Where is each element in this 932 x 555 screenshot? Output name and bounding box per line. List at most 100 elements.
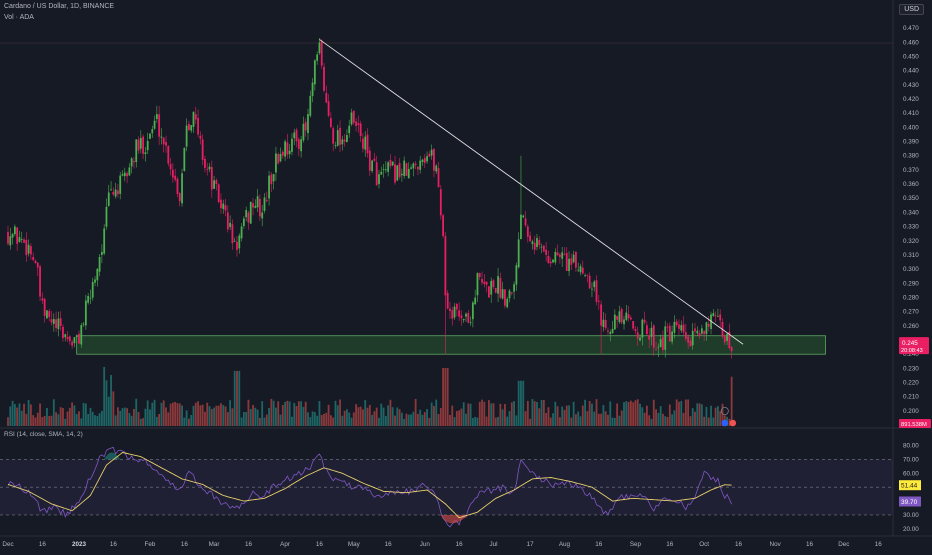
candle-body-45 <box>110 189 112 191</box>
volume-bar-279 <box>646 405 648 426</box>
time-axis-tick-5: 16 <box>181 541 189 548</box>
candle-body-30 <box>75 335 78 337</box>
trendline <box>319 39 744 345</box>
candle-body-41 <box>100 252 103 255</box>
candle-body-306 <box>707 324 710 327</box>
volume-bar-3 <box>13 404 16 426</box>
candle-body-117 <box>275 153 277 173</box>
volume-bar-12 <box>34 417 37 426</box>
candle-body-193 <box>449 308 451 312</box>
candle-body-309 <box>714 315 717 317</box>
volume-bar-292 <box>675 399 678 426</box>
volume-bar-261 <box>604 411 607 426</box>
volume-bar-281 <box>650 419 653 426</box>
time-axis-tick-21: 16 <box>735 541 743 548</box>
candle-body-171 <box>398 163 401 177</box>
volume-bar-242 <box>561 406 564 426</box>
volume-bar-32 <box>80 418 83 426</box>
candle-body-106 <box>249 201 252 224</box>
candle-body-33 <box>82 323 85 325</box>
volume-bar-133 <box>311 411 314 426</box>
volume-bar-147 <box>343 410 346 426</box>
volume-bar-4 <box>16 407 19 426</box>
candle-body-285 <box>659 339 662 347</box>
volume-bar-6 <box>20 410 23 426</box>
candle-body-242 <box>561 252 564 259</box>
volume-bar-67 <box>160 402 163 426</box>
volume-bar-15 <box>41 417 44 426</box>
volume-bar-222 <box>515 415 518 426</box>
time-axis-tick-14: Jul <box>489 541 497 548</box>
last-volume-label: 891.538M <box>901 422 927 428</box>
candle-body-78 <box>185 125 188 147</box>
volume-bar-252 <box>584 399 586 426</box>
candle-body-118 <box>277 154 280 164</box>
candle-body-85 <box>201 139 204 160</box>
candle-body-8 <box>25 240 28 256</box>
volume-bar-249 <box>577 411 580 426</box>
candle-body-140 <box>327 101 330 116</box>
candle-body-202 <box>469 321 472 323</box>
candle-body-59 <box>142 136 145 154</box>
time-axis-tick-1: 16 <box>39 541 47 548</box>
volume-bar-42 <box>103 366 106 426</box>
volume-bar-283 <box>655 409 657 426</box>
candle-body-172 <box>400 173 403 176</box>
candle-body-104 <box>245 210 248 218</box>
time-axis-tick-4: Feb <box>145 541 156 548</box>
time-axis-tick-9: 16 <box>316 541 324 548</box>
candle-body-263 <box>609 332 612 334</box>
rsi-axis-tick-5: 30.00 <box>903 512 919 519</box>
volume-bar-181 <box>421 414 424 426</box>
volume-bar-134 <box>313 412 316 426</box>
candle-body-60 <box>144 152 147 154</box>
volume-bar-272 <box>629 400 632 426</box>
candle-body-73 <box>174 175 177 180</box>
candle-body-157 <box>366 134 369 154</box>
rsi-axis-tick-1: 70.00 <box>903 456 919 463</box>
candle-body-177 <box>412 163 415 169</box>
volume-bar-120 <box>281 404 284 426</box>
volume-bar-92 <box>217 405 220 426</box>
volume-bar-20 <box>52 399 55 426</box>
candle-body-66 <box>158 114 161 137</box>
volume-bar-109 <box>256 409 259 426</box>
volume-bar-21 <box>55 412 57 426</box>
volume-bar-41 <box>100 410 103 426</box>
rsi-ma-line <box>7 452 732 519</box>
volume-bar-108 <box>254 407 257 426</box>
candle-body-196 <box>455 303 458 310</box>
volume-bar-166 <box>387 405 390 426</box>
volume-bar-194 <box>451 405 454 426</box>
volume-bar-169 <box>394 415 396 426</box>
volume-bar-209 <box>485 416 488 426</box>
volume-bar-10 <box>30 404 32 426</box>
volume-bar-223 <box>517 380 520 426</box>
volume-bar-101 <box>238 370 241 426</box>
volume-bar-237 <box>549 417 552 426</box>
candle-body-235 <box>545 249 548 255</box>
candle-body-149 <box>348 125 351 134</box>
volume-bar-110 <box>259 417 261 426</box>
candle-body-145 <box>339 127 341 145</box>
volume-bar-211 <box>490 403 493 426</box>
currency-button[interactable]: USD <box>899 4 924 15</box>
volume-bar-201 <box>467 403 470 426</box>
volume-bar-114 <box>268 407 270 426</box>
volume-bar-265 <box>613 417 616 426</box>
volume-bar-116 <box>272 400 275 426</box>
volume-bar-280 <box>648 415 651 426</box>
candle-body-71 <box>169 164 172 170</box>
rsi-axis-tick-6: 20.00 <box>903 526 919 533</box>
volume-bar-0 <box>7 417 9 426</box>
volume-bar-81 <box>192 405 195 426</box>
volume-bar-150 <box>350 417 353 426</box>
candle-body-185 <box>430 149 433 156</box>
candle-body-159 <box>371 160 374 172</box>
candle-body-121 <box>284 141 286 157</box>
volume-bar-143 <box>334 400 337 426</box>
volume-bar-315 <box>728 418 731 426</box>
